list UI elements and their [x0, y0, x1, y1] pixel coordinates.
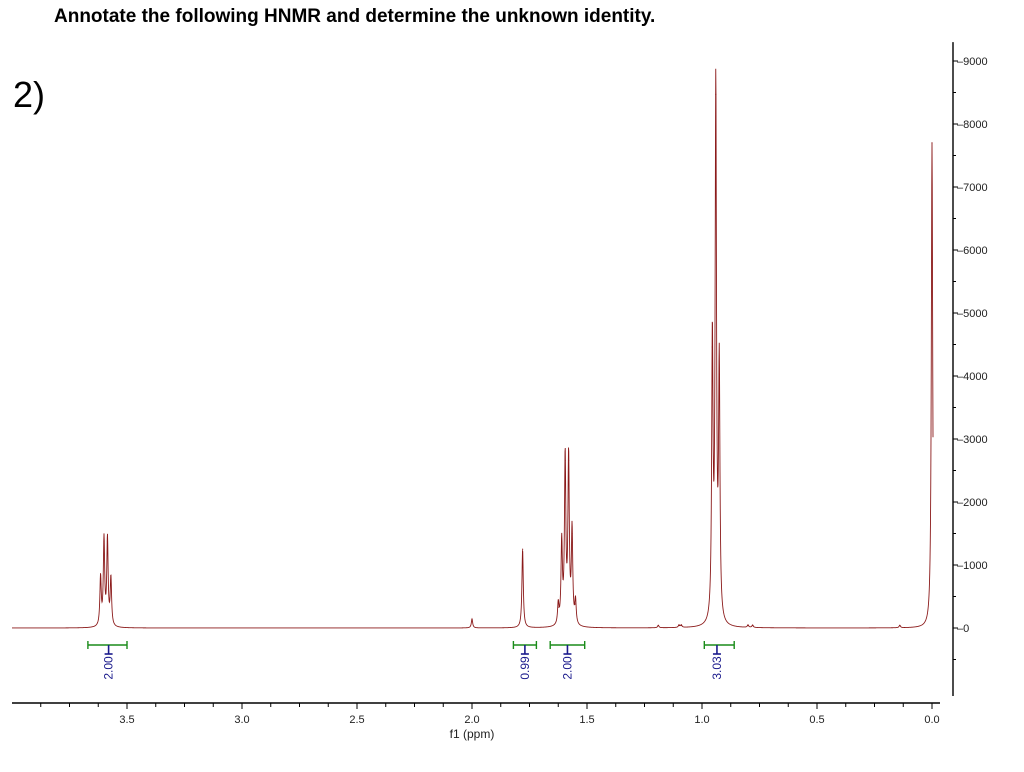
integration-label: 2.00 [102, 656, 116, 680]
peak-point [657, 624, 659, 627]
peak-point [106, 540, 109, 542]
integration-label: 3.03 [710, 656, 724, 680]
peak-point [747, 624, 749, 627]
peak-point [752, 624, 754, 627]
y-tick-label: –9000 [957, 56, 988, 68]
peak-point [110, 579, 112, 581]
x-tick-label: 3.0 [234, 714, 249, 726]
peak-point [678, 624, 680, 627]
integration-group: 2.00 [87, 641, 128, 680]
y-tick-label: –2000 [957, 497, 988, 509]
y-tick-label: –8000 [957, 119, 988, 131]
peak-point [711, 346, 713, 348]
problem-number: 2) [13, 74, 46, 115]
y-tick-label: –3000 [957, 434, 988, 446]
y-tick-label: –0 [957, 623, 969, 635]
peak-point [571, 532, 573, 535]
integration-group: 2.00 [549, 641, 586, 680]
peak-point [561, 544, 563, 547]
y-tick-label: –7000 [957, 182, 988, 194]
integration-label: 2.00 [560, 656, 574, 680]
x-tick-label: 1.0 [694, 714, 709, 726]
peak-point [557, 606, 559, 608]
peak-point [564, 459, 566, 462]
peak-point [522, 548, 524, 550]
x-tick-label: 0.0 [924, 714, 939, 726]
peak-point [715, 93, 717, 95]
page-title: Annotate the following HNMR and determin… [54, 6, 656, 27]
x-axis-label: f1 (ppm) [450, 727, 495, 741]
integration-group: 3.03 [703, 641, 735, 680]
y-tick-label: –1000 [957, 560, 988, 572]
x-tick-label: 3.5 [119, 714, 134, 726]
y-tick-label: –5000 [957, 308, 988, 320]
x-axis: 3.5 3.0 2.5 2.0 1.5 1.0 0.5 0.0 [12, 702, 940, 726]
x-tick-label: 1.5 [579, 714, 594, 726]
y-tick-label: –6000 [957, 245, 988, 257]
peak-point [899, 624, 901, 627]
integration-group: 0.99 [512, 641, 538, 680]
peak-point [574, 603, 577, 605]
x-tick-label: 2.0 [464, 714, 479, 726]
integration-label: 0.99 [518, 656, 532, 680]
integrations: 2.00 0.99 2.00 3.03 [87, 641, 735, 680]
x-tick-label: 2.5 [349, 714, 364, 726]
y-tick-label: –4000 [957, 371, 988, 383]
peak-point [103, 540, 105, 542]
peak-point [718, 373, 720, 375]
peak-point [680, 624, 682, 627]
peak-point [568, 459, 570, 462]
y-axis: –0 –1000 –2000 –3000 –4000 –5000 –6000 –7000 –80… [952, 42, 988, 696]
spectrum-line [12, 68, 934, 629]
peak-point [471, 618, 473, 620]
spectrum [12, 68, 934, 629]
x-tick-label: 0.5 [809, 714, 824, 726]
peak-point [931, 142, 933, 144]
peak-point [99, 578, 102, 580]
